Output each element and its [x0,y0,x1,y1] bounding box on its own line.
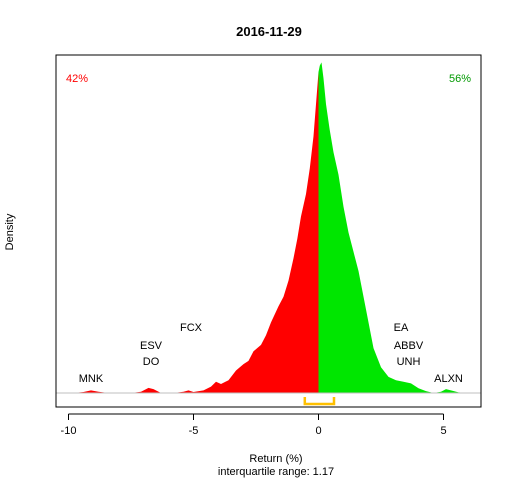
iqr-bracket [303,397,336,406]
density-above-area [318,62,481,394]
ticker-label: MNK [79,373,104,385]
ticker-label: ESV [140,340,163,352]
ticker-label: ALXN [434,373,463,385]
iqr-subtitle: interquartile range: 1.17 [218,466,334,478]
ticker-label: EA [394,322,409,334]
density-below-area [56,72,319,393]
ticker-label: ABBV [394,340,424,352]
x-tick-label: 5 [440,425,446,437]
x-tick-label: -5 [189,425,199,437]
ticker-label: FCX [180,322,203,334]
x-tick-label: 0 [315,425,321,437]
pct-below-label: 42% [66,73,88,85]
plot-area: -10 -5 0 5 MNK ESV DO FCX EA ABBV UNH ALXN [55,54,482,437]
y-axis-label: Density [4,213,16,250]
plot-frame [55,54,482,408]
x-tick-label: -10 [61,425,77,437]
pct-above-label: 56% [449,73,471,85]
x-axis-label: Return (%) [249,453,302,465]
ticker-label: UNH [397,356,421,368]
ticker-label: DO [143,356,160,368]
chart-title: 2016-11-29 [236,24,302,39]
